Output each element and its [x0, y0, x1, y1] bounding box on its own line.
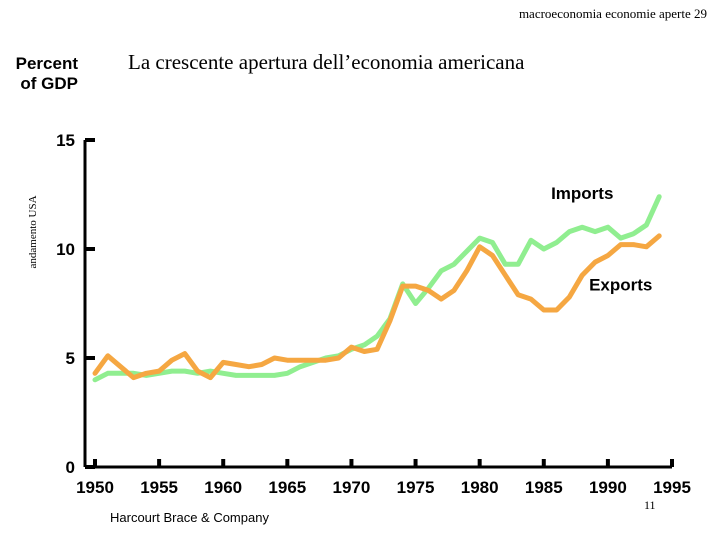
x-tick-label: 1970	[333, 478, 371, 497]
y-tick-label: 0	[66, 458, 75, 477]
y-tick-label: 10	[56, 240, 75, 259]
y-axis-unit-label: Percent of GDP	[15, 54, 78, 93]
series-line-imports	[92, 194, 662, 383]
series-line-exports	[92, 233, 662, 381]
x-tick-label: 1965	[268, 478, 306, 497]
x-tick-label: 1995	[653, 478, 691, 497]
x-tick-label: 1980	[461, 478, 499, 497]
header-note: macroeconomia economie aperte 29	[518, 6, 707, 21]
chart-title: La crescente apertura dell’economia amer…	[128, 50, 525, 74]
y-tick-label: 15	[56, 131, 75, 150]
x-tick-label: 1985	[525, 478, 563, 497]
x-tick-label: 1975	[397, 478, 435, 497]
page-number: 11	[644, 498, 656, 512]
y-tick-label: 5	[66, 349, 75, 368]
series-label-imports: Imports	[551, 184, 613, 203]
chart-labels: Imports Exports	[551, 184, 652, 295]
chart-series	[92, 194, 662, 383]
series-label-exports: Exports	[589, 275, 652, 294]
credit-text: Harcourt Brace & Company	[110, 510, 269, 525]
x-tick-label: 1990	[589, 478, 627, 497]
x-tick-label: 1960	[204, 478, 242, 497]
x-tick-label: 1955	[140, 478, 178, 497]
x-tick-label: 1950	[76, 478, 114, 497]
chart-axes: 0 5 10 15 1950 1955 1960 1965 1970 1975 1980 1985 19…	[56, 131, 691, 497]
